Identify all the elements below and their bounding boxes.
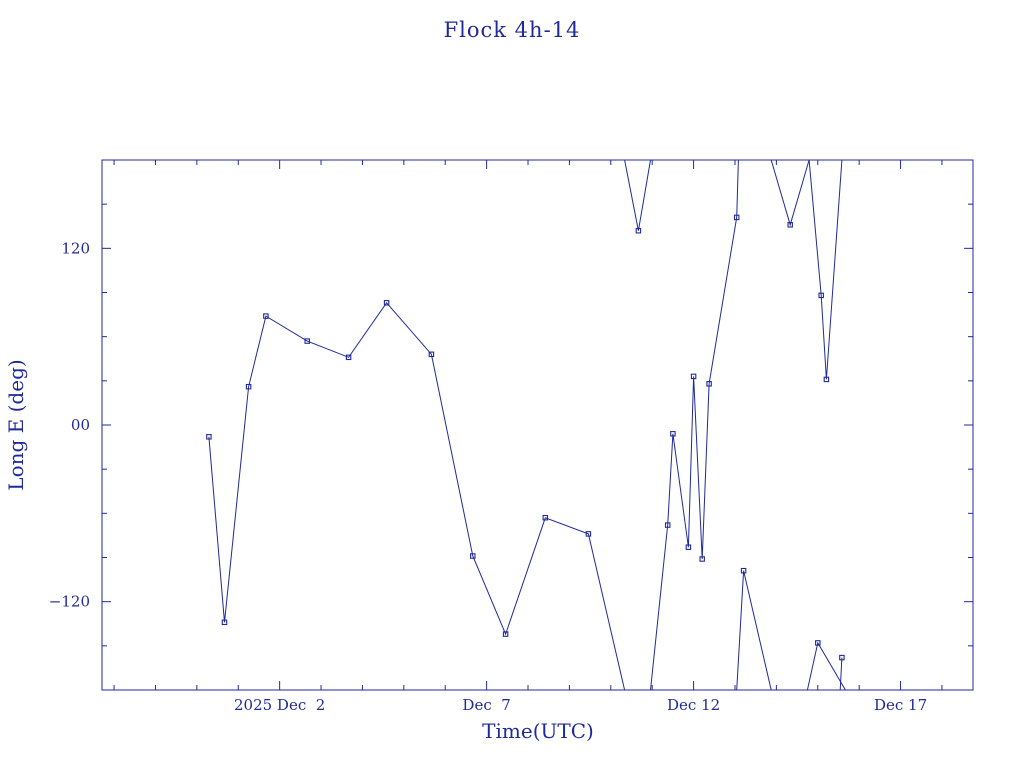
x-tick-label: Dec 17 bbox=[874, 696, 927, 714]
data-point bbox=[502, 631, 509, 637]
data-point bbox=[428, 351, 435, 358]
data-point bbox=[542, 514, 549, 521]
data-point bbox=[733, 214, 740, 221]
x-tick-label: Dec 12 bbox=[667, 696, 720, 714]
plot-frame bbox=[101, 159, 974, 691]
y-tick-label: −120 bbox=[49, 593, 90, 611]
y-axis-label: Long E (deg) bbox=[4, 359, 28, 490]
series-line bbox=[839, 657, 843, 690]
data-point bbox=[690, 373, 697, 380]
data-point bbox=[304, 338, 310, 344]
plot-area: 2025 Dec 2 Dec 7 Dec 12 Dec 17 120 00 −120 bbox=[49, 159, 974, 714]
series-line bbox=[624, 160, 651, 231]
series-line bbox=[736, 570, 772, 690]
series-line bbox=[808, 160, 843, 380]
series-line bbox=[708, 160, 739, 384]
data-point bbox=[470, 553, 476, 559]
data-point bbox=[787, 222, 793, 228]
series-line bbox=[208, 301, 626, 690]
data-point bbox=[839, 654, 845, 661]
x-tick-label: Dec 7 bbox=[462, 696, 510, 714]
data-point bbox=[823, 376, 830, 383]
data-point bbox=[345, 354, 352, 361]
data-point bbox=[699, 556, 705, 562]
data-point bbox=[670, 431, 676, 437]
x-tick-label: 2025 Dec 2 bbox=[234, 696, 325, 714]
data-point bbox=[685, 544, 692, 550]
y-tick-label: 120 bbox=[61, 239, 90, 257]
data-point bbox=[818, 292, 824, 299]
data-point bbox=[206, 434, 212, 440]
data-point bbox=[263, 313, 269, 319]
chart-title: Flock 4h-14 bbox=[444, 18, 581, 42]
y-tick-label: 00 bbox=[71, 416, 90, 434]
series-line bbox=[770, 160, 810, 227]
data-point bbox=[706, 381, 712, 387]
data-point bbox=[740, 567, 747, 574]
data-point bbox=[221, 619, 228, 626]
x-axis-label: Time(UTC) bbox=[482, 719, 594, 743]
data-point bbox=[383, 300, 390, 306]
data-point bbox=[635, 227, 642, 234]
data-point bbox=[815, 640, 821, 646]
data-point bbox=[585, 531, 592, 537]
series-line bbox=[650, 376, 710, 690]
data-point bbox=[245, 383, 252, 390]
series-line bbox=[806, 641, 846, 690]
data-point bbox=[664, 522, 671, 528]
